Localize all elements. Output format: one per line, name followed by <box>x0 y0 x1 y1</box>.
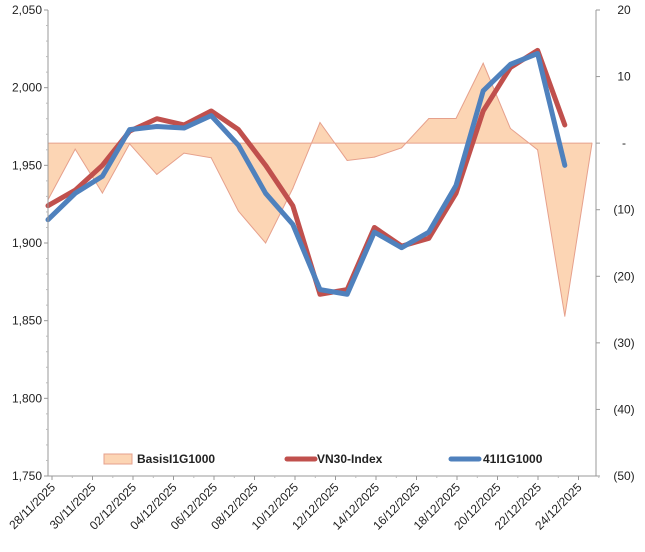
basis-point <box>564 315 566 317</box>
basis-point <box>129 143 131 145</box>
vn30-index-point <box>537 49 539 51</box>
basis-area <box>48 63 592 317</box>
basis-point <box>373 156 375 158</box>
right-axis-tick-label: 10 <box>617 70 631 84</box>
left-axis-tick-label: 1,800 <box>12 391 42 405</box>
futures-41i1g1000-line <box>45 50 568 297</box>
vn30-index-point <box>482 110 484 112</box>
right-axis-tick-label: (20) <box>613 269 634 283</box>
futures-41i1g1000-point <box>101 175 103 177</box>
vn30-index-point <box>237 129 239 131</box>
basis-point <box>509 127 511 129</box>
legend: BasisI1G1000 VN30-Index 41I1G1000 <box>103 452 543 466</box>
basis-point <box>265 242 267 244</box>
futures-41i1g1000-point <box>210 115 212 117</box>
futures-41i1g1000-point <box>564 164 566 166</box>
basis-area-layer <box>47 62 593 317</box>
futures-41i1g1000-point <box>292 223 294 225</box>
left-axis-tick-label: 1,900 <box>12 236 42 250</box>
futures-41i1g1000-point <box>537 52 539 54</box>
basis-point <box>183 152 185 154</box>
vn30-index-point <box>101 164 103 166</box>
basis-point <box>156 173 158 175</box>
vn30-index-point <box>428 237 430 239</box>
basis-point <box>346 159 348 161</box>
basis-point <box>74 148 76 150</box>
left-axis-tick-label: 1,850 <box>12 314 42 328</box>
left-axis-tick-label: 1,750 <box>12 469 42 483</box>
series-lines-layer <box>45 47 568 297</box>
basis-point <box>482 62 484 64</box>
basis-point <box>455 118 457 120</box>
basis-point <box>292 187 294 189</box>
futures-41i1g1000-point <box>183 127 185 129</box>
vn30-index-point <box>564 124 566 126</box>
basis-point <box>401 147 403 149</box>
vn30-index-point <box>265 164 267 166</box>
futures-41i1g1000-point <box>373 231 375 233</box>
legend-label-basis: BasisI1G1000 <box>137 452 215 466</box>
right-axis-tick-label: 20 <box>617 3 631 17</box>
basis-point <box>237 210 239 212</box>
right-axis-tick-label: (10) <box>613 203 634 217</box>
futures-41i1g1000-point <box>482 90 484 92</box>
futures-41i1g1000-point <box>265 192 267 194</box>
vn30-index-point <box>373 226 375 228</box>
legend-label-41i1g1000: 41I1G1000 <box>483 452 543 466</box>
vn30-index-point <box>210 110 212 112</box>
basis-point <box>537 149 539 151</box>
basis-point <box>210 157 212 159</box>
futures-41i1g1000-point <box>237 144 239 146</box>
vn30-index-point <box>156 118 158 120</box>
left-axis-tick-label: 2,050 <box>12 3 42 17</box>
basis-point <box>101 192 103 194</box>
right-axis-tick-label: (40) <box>613 402 634 416</box>
futures-41i1g1000-point <box>74 192 76 194</box>
futures-41i1g1000-point <box>455 185 457 187</box>
futures-41i1g1000-point <box>129 129 131 131</box>
right-axis-tick-label: (30) <box>613 336 634 350</box>
legend-label-vn30-index: VN30-Index <box>317 452 383 466</box>
basis-point <box>428 118 430 120</box>
right-axis-tick-label: - <box>622 136 626 150</box>
right-axis-tick-label: (50) <box>613 469 634 483</box>
left-axis-tick-label: 2,000 <box>12 81 42 95</box>
basis-point <box>591 142 593 144</box>
basis-point <box>319 122 321 124</box>
futures-41i1g1000-point <box>156 126 158 127</box>
vn30-index-point <box>455 192 457 194</box>
futures-41i1g1000-point <box>319 289 321 291</box>
futures-41i1g1000-point <box>346 293 348 295</box>
futures-41i1g1000-point <box>401 247 403 249</box>
legend-swatch-basis <box>103 453 133 465</box>
vn30-index-point <box>319 293 321 295</box>
left-axis-tick-label: 1,950 <box>12 158 42 172</box>
vn30-index-point <box>292 205 294 207</box>
futures-41i1g1000-point <box>509 63 511 65</box>
futures-41i1g1000-point <box>428 231 430 233</box>
